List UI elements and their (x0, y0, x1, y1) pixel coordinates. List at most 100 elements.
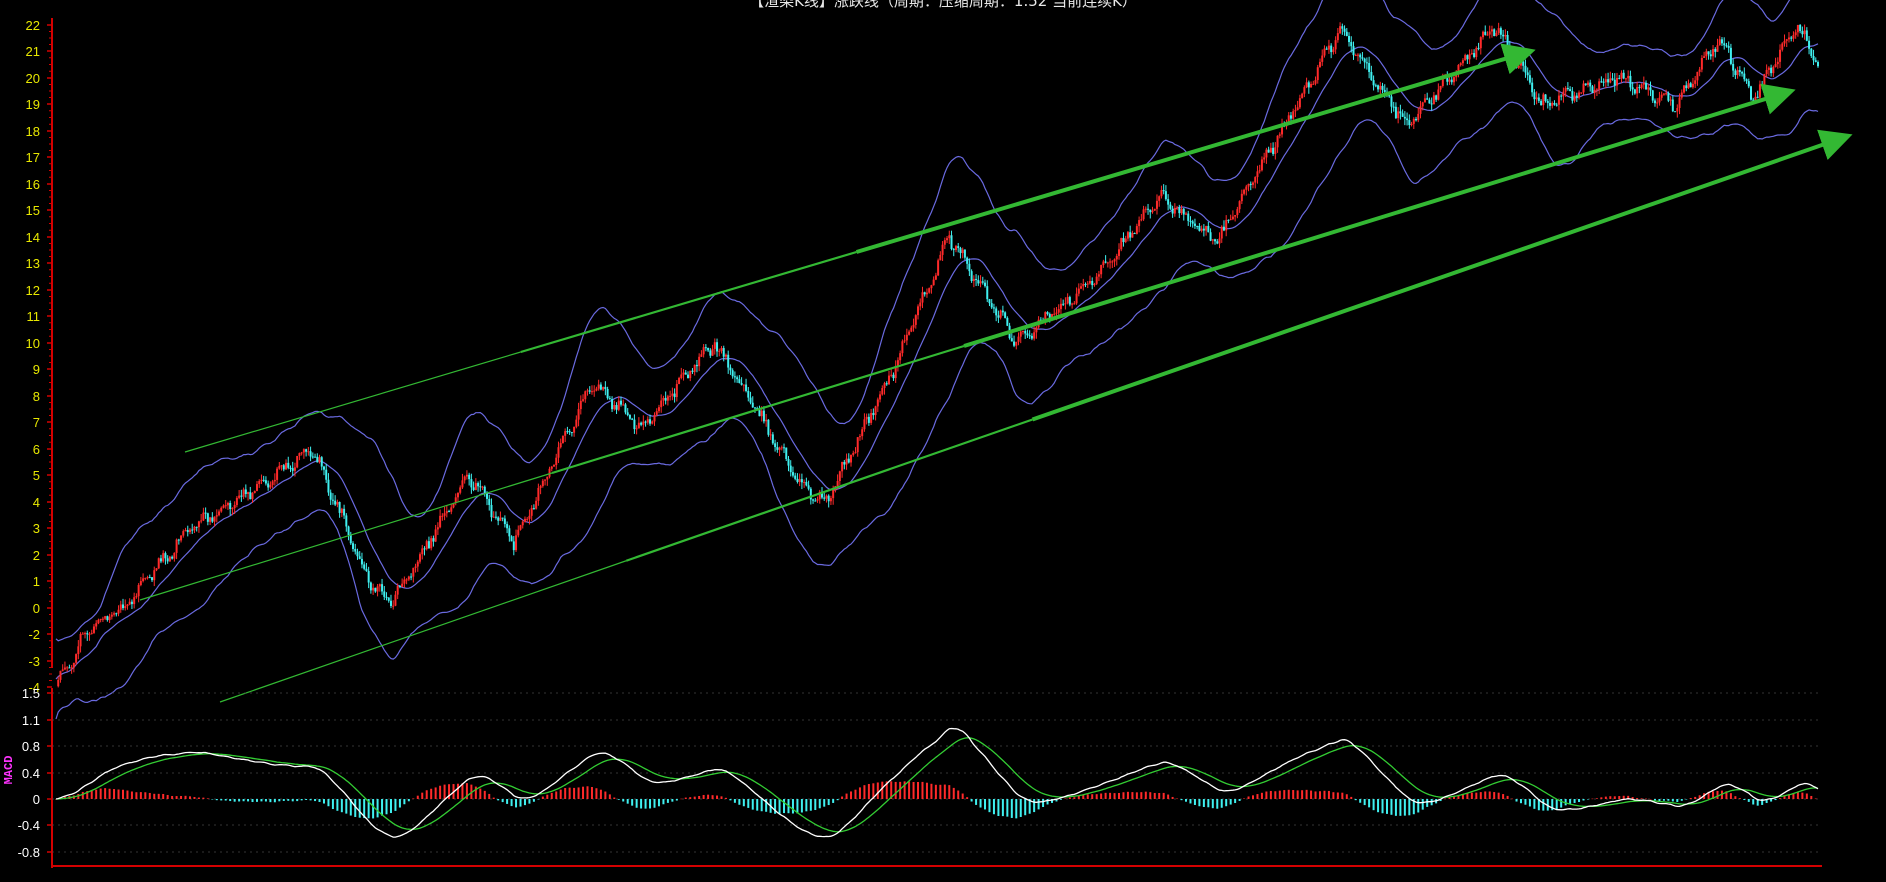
candle-body (1363, 58, 1366, 63)
candle-body (575, 419, 578, 427)
candle-body (1066, 297, 1069, 304)
candle-body (1153, 208, 1156, 211)
macd-tick-label: 1.5 (22, 686, 40, 701)
lower-band-line (55, 101, 1819, 720)
candle-body (258, 481, 261, 485)
candle-body (273, 479, 276, 482)
macd-hist-bar (948, 785, 951, 799)
candle-body (1470, 53, 1473, 55)
candle-body (1260, 159, 1263, 171)
candle-body (1222, 226, 1225, 231)
candle-body (202, 512, 205, 521)
macd-hist-bar (1256, 794, 1259, 799)
candle-body (1709, 54, 1712, 57)
candle-body (622, 404, 625, 406)
candle-body (606, 388, 609, 399)
candle-body (1178, 207, 1181, 214)
macd-hist-bar (1787, 794, 1790, 799)
candle-body (1689, 83, 1692, 88)
macd-hist-bar (1167, 794, 1170, 799)
candle-body (1810, 48, 1813, 56)
candle-body (1765, 69, 1768, 75)
macd-hist-bar (1810, 795, 1813, 799)
candle-body (597, 384, 600, 389)
macd-hist-bar (1466, 793, 1469, 799)
candle-body (599, 384, 602, 390)
candle-body (613, 405, 616, 410)
candle-body (774, 443, 777, 448)
macd-hist-bar (1359, 799, 1362, 803)
candle-body (282, 465, 285, 470)
candle-body (633, 419, 636, 430)
macd-hist-bar (1055, 799, 1058, 802)
candle-body (1200, 228, 1203, 231)
candle-body (537, 487, 540, 501)
macd-hist-bar (1073, 797, 1076, 799)
macd-hist-bar (555, 791, 558, 799)
candle-body (812, 499, 815, 501)
candle-body (1580, 92, 1583, 94)
candle-body (488, 498, 491, 505)
price-tick-label: 14 (26, 230, 40, 245)
candle-body (657, 407, 660, 412)
macd-hist-bar (546, 794, 549, 799)
candle-body (1419, 106, 1422, 114)
candle-body (899, 353, 902, 361)
candle-body (309, 451, 312, 457)
candle-body (530, 508, 533, 516)
candle-body (1794, 32, 1797, 36)
macd-hist-bar (1689, 797, 1692, 799)
candle-body (1546, 101, 1549, 103)
candle-body (1377, 85, 1380, 90)
macd-hist-bar (1524, 799, 1527, 805)
macd-tick-label: 0 (33, 792, 40, 807)
candle-body (450, 507, 453, 512)
macd-hist-bar (1350, 796, 1353, 799)
candle-body (267, 483, 270, 488)
candle-body (783, 447, 786, 449)
macd-hist-bar (175, 796, 178, 799)
macd-hist-bar (1649, 798, 1652, 800)
macd-hist-bar (1452, 796, 1455, 799)
candle-body (251, 492, 254, 500)
candle-body (1497, 28, 1500, 33)
macd-hist-bar (1158, 793, 1161, 799)
candle-body (1455, 73, 1458, 78)
macd-hist-bar (979, 799, 982, 808)
candle-body (1133, 233, 1136, 235)
candle-body (407, 576, 410, 580)
candle-body (937, 260, 940, 276)
candle-body (577, 409, 580, 420)
candle-body (883, 383, 886, 389)
candle-body (213, 516, 216, 522)
macd-hist-bar (1189, 799, 1192, 804)
candle-body (539, 486, 542, 488)
macd-hist-bar (1185, 799, 1188, 802)
macd-hist-bar (1591, 798, 1594, 800)
candle-body (669, 395, 672, 397)
macd-hist-bar (796, 799, 799, 814)
macd-hist-bar (1618, 796, 1621, 799)
candle-body (459, 487, 462, 493)
candle-body (296, 455, 299, 468)
candle-body (568, 431, 571, 433)
candle-body (1198, 226, 1201, 231)
candle-body (653, 415, 656, 422)
macd-hist-bar (1698, 795, 1701, 799)
macd-hist-bar (984, 799, 987, 810)
price-tick-label: 8 (33, 389, 40, 404)
candle-body (512, 541, 515, 551)
macd-hist-bar (1113, 793, 1116, 799)
candle-body (1676, 107, 1679, 112)
macd-lines (55, 727, 1819, 838)
macd-hist-bar (1694, 796, 1697, 799)
candle-body (1281, 124, 1284, 135)
macd-hist-bar (1399, 799, 1402, 816)
macd-hist-bar (841, 796, 844, 799)
price-tick-label: 0 (33, 601, 40, 616)
candle-body (325, 469, 328, 480)
macd-hist-bar (1354, 799, 1357, 801)
candle-body (720, 348, 723, 351)
candle-body (427, 541, 430, 549)
candle-body (1624, 78, 1627, 80)
